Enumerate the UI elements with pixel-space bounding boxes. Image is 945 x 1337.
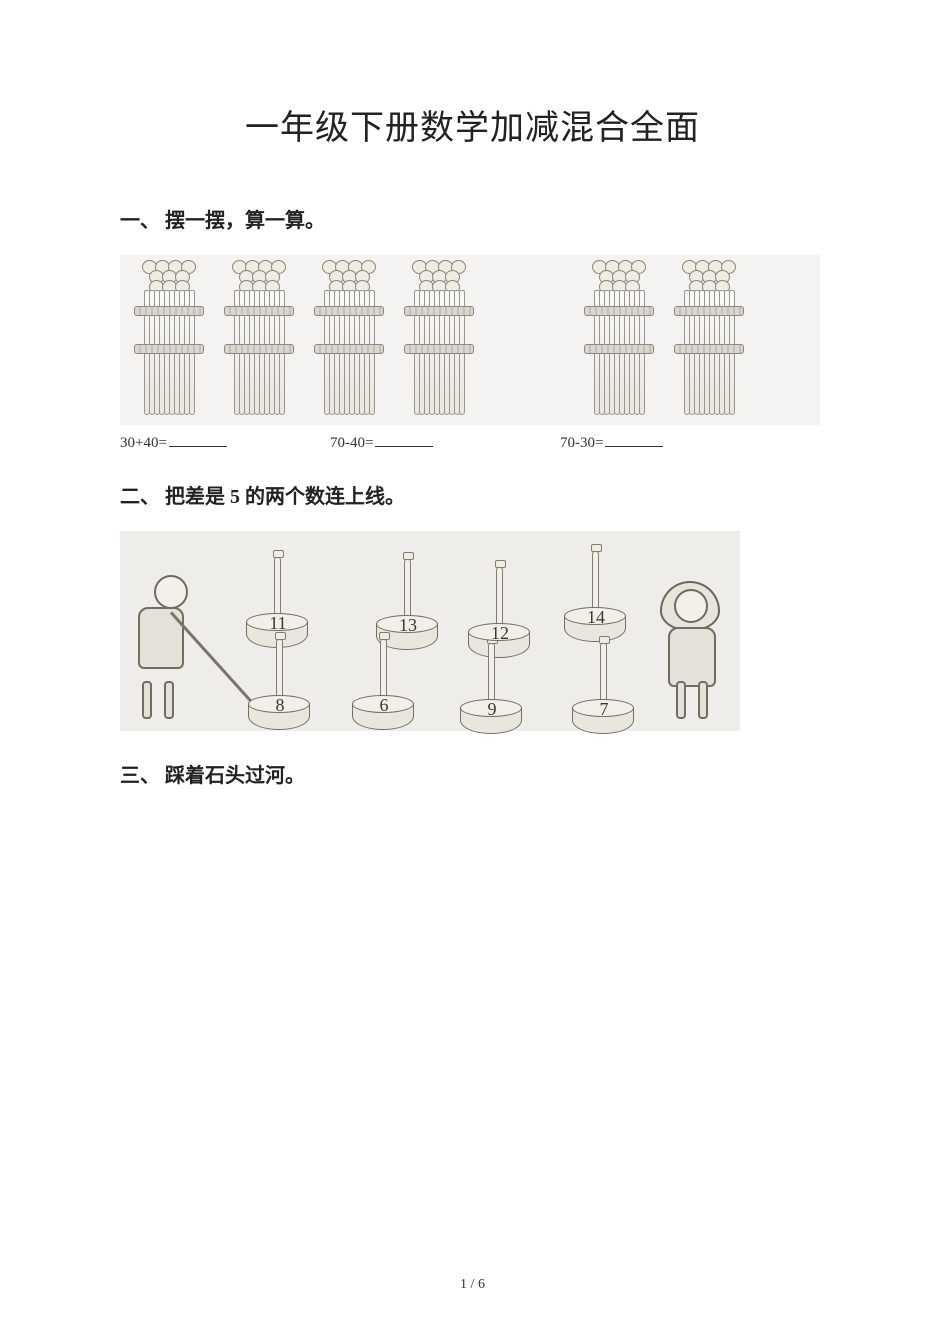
ring-target[interactable]: 14 xyxy=(564,551,626,642)
bundle-band-icon xyxy=(404,306,474,316)
ring-base-icon: 6 xyxy=(352,695,414,730)
equation-3-text: 70-30= xyxy=(560,435,603,452)
ring-base-icon: 14 xyxy=(564,607,626,642)
counting-bundle-icon xyxy=(670,260,748,415)
ring-base-icon: 9 xyxy=(460,699,522,734)
bundle-band-icon xyxy=(314,306,384,316)
child-left-icon xyxy=(116,571,206,721)
ring-pole-icon xyxy=(274,557,281,617)
equation-2-blank[interactable] xyxy=(375,433,433,447)
child-head-icon xyxy=(674,589,708,623)
ring-pole-icon xyxy=(488,643,495,703)
child-right-icon xyxy=(654,571,744,721)
ring-label: 9 xyxy=(461,700,523,718)
bundle-band-icon xyxy=(404,344,474,354)
ring-target[interactable]: 8 xyxy=(248,639,310,730)
ring-label: 14 xyxy=(565,608,627,626)
ring-base-icon: 8 xyxy=(248,695,310,730)
bundle-band-icon xyxy=(134,306,204,316)
page-total: 6 xyxy=(478,1277,485,1292)
ring-pole-icon xyxy=(600,643,607,703)
child-head-icon xyxy=(154,575,188,609)
ring-target[interactable]: 7 xyxy=(572,643,634,734)
counting-bundle-icon xyxy=(130,260,208,415)
counting-bundle-icon xyxy=(310,260,388,415)
child-leg-icon xyxy=(676,681,686,719)
bundle-band-icon xyxy=(224,306,294,316)
ring-pole-icon xyxy=(496,567,503,627)
worksheet-page: 一年级下册数学加减混合全面 一、 摆一摆，算一算。 30+40= 70-40= … xyxy=(0,0,945,1337)
ring-base-icon: 7 xyxy=(572,699,634,734)
section-1-heading: 一、 摆一摆，算一算。 xyxy=(120,204,825,233)
ring-label: 6 xyxy=(353,696,415,714)
child-leg-icon xyxy=(142,681,152,719)
page-title: 一年级下册数学加减混合全面 xyxy=(120,100,825,149)
ring-cap-icon xyxy=(275,632,286,640)
counting-bundle-icon xyxy=(580,260,658,415)
page-footer: 1 / 6 xyxy=(0,1277,945,1293)
section-2-figure: 11 13 12 14 8 6 9 7 xyxy=(120,531,740,731)
bundle-band-icon xyxy=(674,344,744,354)
bundle-band-icon xyxy=(134,344,204,354)
child-leg-icon xyxy=(164,681,174,719)
section-1-figure xyxy=(120,255,820,425)
bundle-band-icon xyxy=(674,306,744,316)
ring-label: 7 xyxy=(573,700,635,718)
ring-cap-icon xyxy=(599,636,610,644)
child-body-icon xyxy=(668,627,716,687)
ring-pole-icon xyxy=(276,639,283,699)
equation-1: 30+40= xyxy=(120,433,330,452)
page-number: 1 xyxy=(460,1277,467,1292)
ring-target[interactable]: 9 xyxy=(460,643,522,734)
counting-bundle-icon xyxy=(220,260,298,415)
section-3-heading: 三、 踩着石头过河。 xyxy=(120,759,825,788)
equation-1-blank[interactable] xyxy=(169,433,227,447)
section-2-heading: 二、 把差是 5 的两个数连上线。 xyxy=(120,480,825,509)
ring-label: 13 xyxy=(377,616,439,634)
equation-1-text: 30+40= xyxy=(120,435,167,452)
ring-pole-icon xyxy=(592,551,599,611)
ring-label: 11 xyxy=(247,614,309,632)
child-leg-icon xyxy=(698,681,708,719)
ring-pole-icon xyxy=(380,639,387,699)
equation-2: 70-40= xyxy=(330,433,560,452)
counting-bundle-icon xyxy=(400,260,478,415)
equations-row: 30+40= 70-40= 70-30= xyxy=(120,433,820,452)
ring-cap-icon xyxy=(273,550,284,558)
equation-2-text: 70-40= xyxy=(330,435,373,452)
page-sep: / xyxy=(467,1277,478,1292)
equation-3-blank[interactable] xyxy=(605,433,663,447)
ring-pole-icon xyxy=(404,559,411,619)
bundle-band-icon xyxy=(584,306,654,316)
ring-target[interactable]: 6 xyxy=(352,639,414,730)
ring-label: 12 xyxy=(469,624,531,642)
ring-label: 8 xyxy=(249,696,311,714)
ring-cap-icon xyxy=(591,544,602,552)
bundle-band-icon xyxy=(314,344,384,354)
ring-cap-icon xyxy=(495,560,506,568)
ring-cap-icon xyxy=(403,552,414,560)
bundle-band-icon xyxy=(224,344,294,354)
equation-3: 70-30= xyxy=(560,433,820,452)
bundle-band-icon xyxy=(584,344,654,354)
